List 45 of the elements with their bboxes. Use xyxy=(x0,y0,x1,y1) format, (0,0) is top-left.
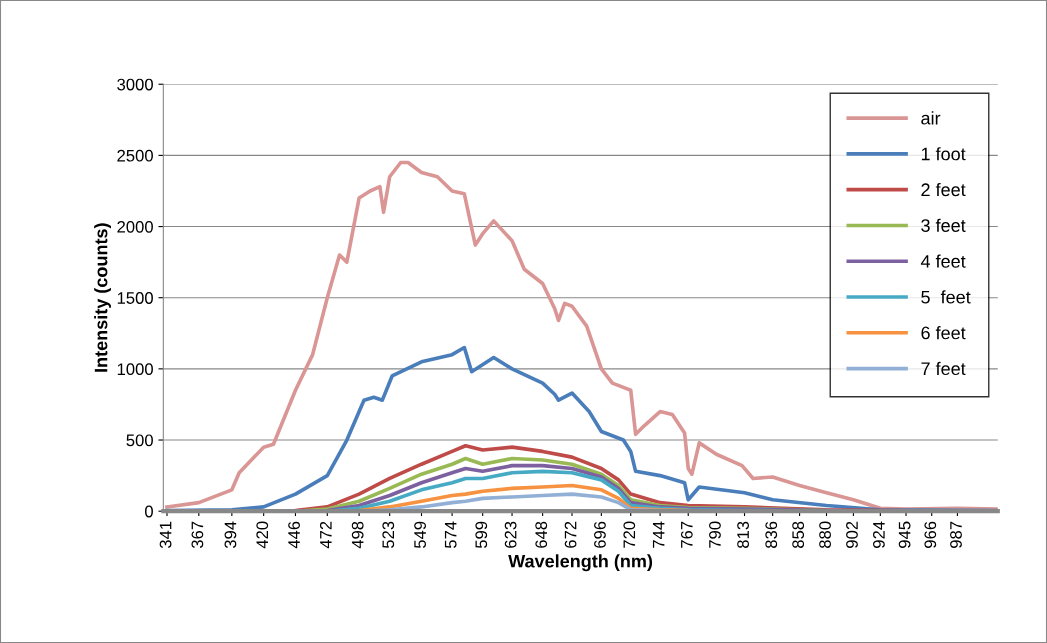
legend-label: 3 feet xyxy=(921,218,966,232)
y-tick-label: 500 xyxy=(126,434,153,447)
x-tick-label: 880 xyxy=(819,521,831,548)
x-tick-label: 498 xyxy=(351,521,364,549)
x-tick-label: 966 xyxy=(924,521,937,548)
x-tick-label: 720 xyxy=(623,521,636,548)
y-tick-label: 1500 xyxy=(117,292,153,304)
y-tick-label: 2500 xyxy=(117,149,153,162)
x-tick-label: 696 xyxy=(594,521,606,548)
x-tick-label: 420 xyxy=(256,521,269,549)
y-tick-label: 2000 xyxy=(117,220,153,233)
legend-label: air xyxy=(921,111,941,125)
legend-label: 6 feet xyxy=(921,326,966,340)
legend-label: 7 feet xyxy=(921,361,966,376)
x-tick-label: 790 xyxy=(709,521,721,548)
x-tick-label: 744 xyxy=(652,521,665,548)
x-tick-label: 472 xyxy=(319,521,332,549)
x-tick-label: 767 xyxy=(680,521,693,548)
x-tick-label: 924 xyxy=(873,521,885,548)
x-tick-label: 672 xyxy=(564,521,577,548)
x-tick-label: 987 xyxy=(950,521,962,548)
x-tick-label: 648 xyxy=(535,521,548,548)
x-axis-title: Wavelength (nm) xyxy=(508,554,653,572)
x-tick-label: 599 xyxy=(475,521,488,549)
x-tick-label: 902 xyxy=(846,521,858,548)
y-tick-label: 0 xyxy=(144,505,153,518)
legend-label: 4 feet xyxy=(920,254,966,268)
x-tick-label: 549 xyxy=(414,521,426,549)
legend-label: 1 foot xyxy=(921,147,966,161)
x-tick-label: 623 xyxy=(504,521,517,548)
x-tick-label: 446 xyxy=(288,521,300,549)
x-tick-label: 858 xyxy=(792,521,805,548)
y-tick-label: 1000 xyxy=(117,363,153,376)
x-tick-label: 836 xyxy=(765,521,778,548)
x-tick-label: 574 xyxy=(444,521,457,549)
legend-label: 2 feet xyxy=(921,182,966,197)
x-tick-label: 523 xyxy=(382,521,395,549)
x-tick-label: 341 xyxy=(159,521,172,549)
y-axis-title: Intensity (counts) xyxy=(94,223,111,372)
x-tick-label: 394 xyxy=(224,521,237,549)
x-tick-label: 945 xyxy=(898,521,911,548)
x-tick-label: 367 xyxy=(191,521,204,549)
y-tick-label: 3000 xyxy=(117,78,153,91)
legend-label: 5 feet xyxy=(921,290,971,304)
x-tick-label: 813 xyxy=(737,521,749,548)
